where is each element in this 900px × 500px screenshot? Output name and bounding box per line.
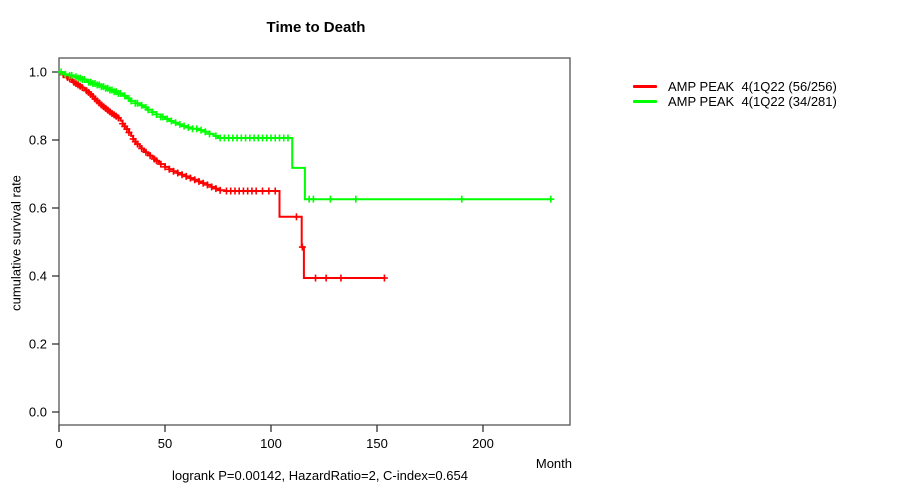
survival-curve-0 — [59, 71, 386, 279]
x-tick-label: 150 — [366, 436, 388, 451]
legend-label-green: AMP PEAK 4(1Q22 (34/281) — [668, 94, 837, 109]
legend-item-red: AMP PEAK 4(1Q22 (56/256) — [633, 79, 837, 94]
y-tick-label: 0.2 — [29, 337, 47, 352]
plot-area-border — [58, 57, 571, 426]
legend-line-green-icon — [633, 100, 657, 103]
x-tick-label: 0 — [55, 436, 62, 451]
x-tick-label: 100 — [260, 436, 282, 451]
censor-marks-1 — [57, 68, 555, 203]
legend-label-red: AMP PEAK 4(1Q22 (56/256) — [668, 79, 837, 94]
y-tick-label: 0.8 — [29, 133, 47, 148]
x-tick-label: 50 — [158, 436, 172, 451]
legend-line-red-icon — [633, 85, 657, 88]
survival-curves — [57, 68, 555, 282]
legend: AMP PEAK 4(1Q22 (56/256) AMP PEAK 4(1Q22… — [633, 79, 837, 109]
legend-item-green: AMP PEAK 4(1Q22 (34/281) — [633, 94, 837, 109]
axis-ticks: 0.0 0.2 0.4 0.6 0.8 1.0 0 50 100 150 200 — [29, 65, 494, 452]
y-tick-label: 0.4 — [29, 269, 47, 284]
x-axis-label: Month — [535, 456, 572, 471]
x-tick-label: 200 — [472, 436, 494, 451]
y-tick-label: 0.6 — [29, 201, 47, 216]
y-tick-label: 1.0 — [29, 65, 47, 80]
stats-caption: logrank P=0.00142, HazardRatio=2, C-inde… — [172, 468, 468, 483]
chart-title: Time to Death — [266, 19, 366, 36]
censor-marks-0 — [59, 71, 388, 282]
y-axis-label: cumulative survival rate — [8, 175, 24, 311]
y-tick-label: 0.0 — [29, 405, 47, 420]
